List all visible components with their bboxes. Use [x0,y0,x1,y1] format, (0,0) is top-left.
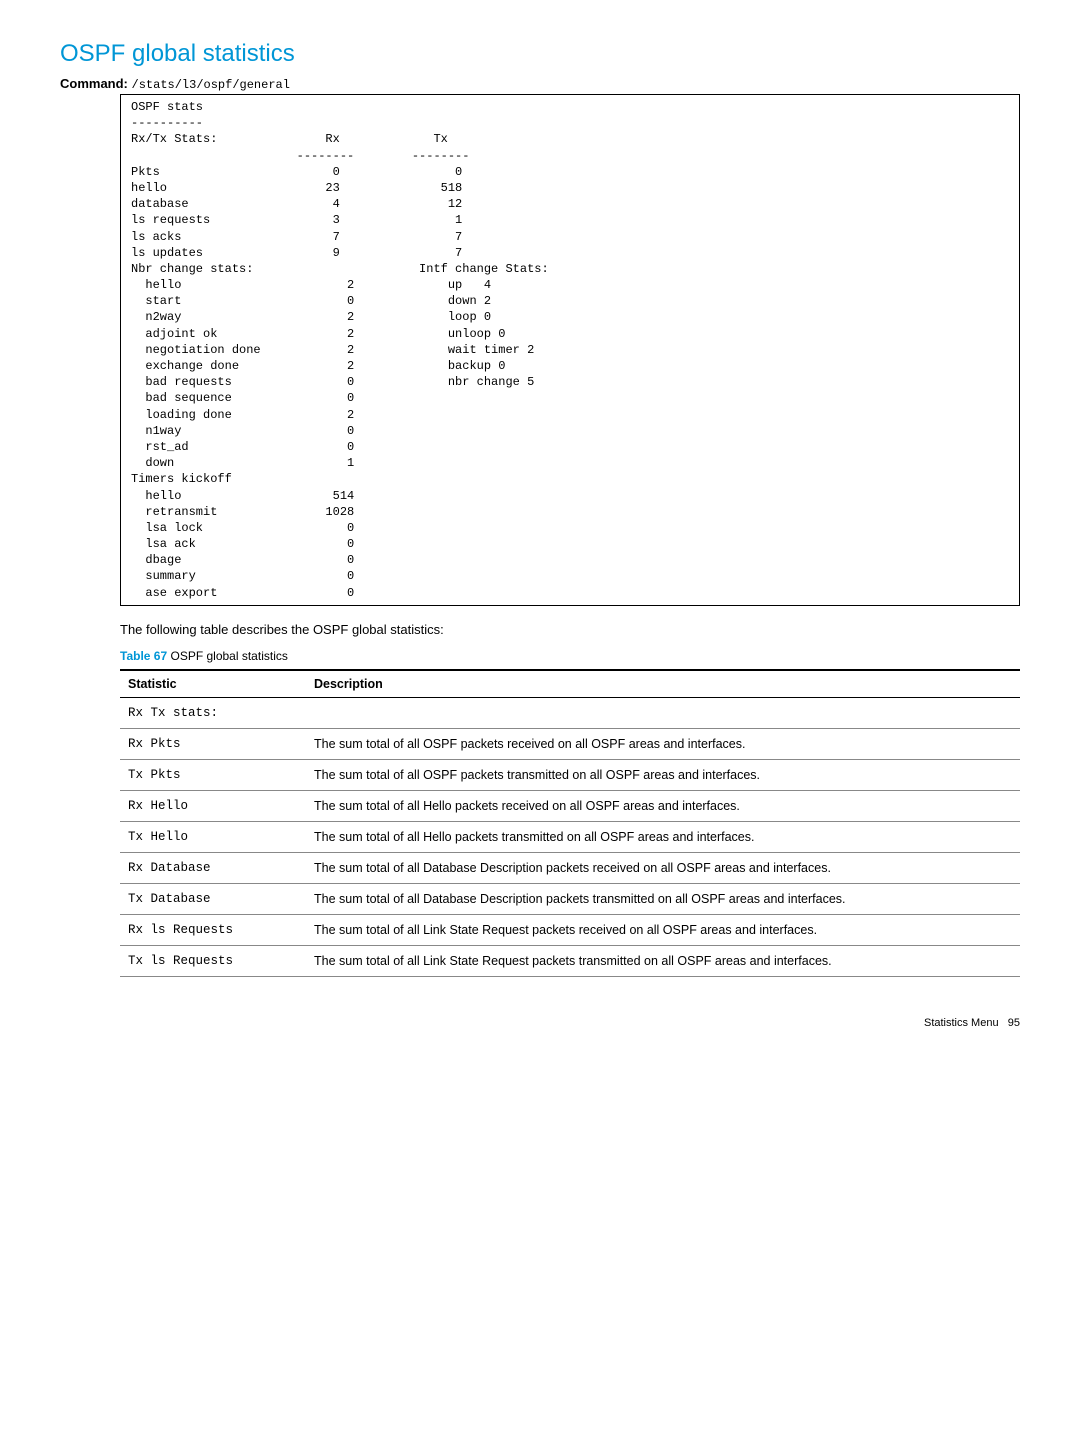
command-path: /stats/l3/ospf/general [132,78,290,92]
stat-cell: Rx Pkts [120,728,306,759]
table-row: Rx ls Requests The sum total of all Link… [120,914,1020,945]
stat-cell: Tx Database [120,883,306,914]
desc-cell [306,697,1020,728]
command-label: Command: [60,76,128,91]
footer-page-number: 95 [1008,1017,1020,1029]
desc-cell: The sum total of all Database Descriptio… [306,852,1020,883]
table-row: Rx Hello The sum total of all Hello pack… [120,790,1020,821]
desc-cell: The sum total of all OSPF packets transm… [306,759,1020,790]
table-row: Tx Database The sum total of all Databas… [120,883,1020,914]
table-header-statistic: Statistic [120,670,306,698]
table-row: Tx Hello The sum total of all Hello pack… [120,821,1020,852]
table-caption-label: Table 67 [120,649,167,663]
stat-cell: Rx Hello [120,790,306,821]
table-row: Tx Pkts The sum total of all OSPF packet… [120,759,1020,790]
table-row: Tx ls Requests The sum total of all Link… [120,945,1020,976]
page-heading: OSPF global statistics [60,40,1020,68]
desc-cell: The sum total of all Link State Request … [306,945,1020,976]
table-row: Rx Tx stats: [120,697,1020,728]
ospf-stats-table: Statistic Description Rx Tx stats: Rx Pk… [120,669,1020,977]
desc-cell: The sum total of all Hello packets trans… [306,821,1020,852]
stat-cell: Tx Hello [120,821,306,852]
desc-cell: The sum total of all Database Descriptio… [306,883,1020,914]
terminal-output: OSPF stats ---------- Rx/Tx Stats: Rx Tx… [131,99,1009,601]
stat-cell: Tx ls Requests [120,945,306,976]
table-row: Rx Database The sum total of all Databas… [120,852,1020,883]
table-row: Rx Pkts The sum total of all OSPF packet… [120,728,1020,759]
table-header-description: Description [306,670,1020,698]
desc-cell: The sum total of all OSPF packets receiv… [306,728,1020,759]
table-caption: Table 67 OSPF global statistics [120,649,1020,663]
desc-cell: The sum total of all Hello packets recei… [306,790,1020,821]
desc-cell: The sum total of all Link State Request … [306,914,1020,945]
intro-text: The following table describes the OSPF g… [120,622,1020,637]
stat-cell: Rx ls Requests [120,914,306,945]
table-caption-text: OSPF global statistics [170,649,287,663]
page-footer: Statistics Menu 95 [60,1017,1020,1029]
footer-text: Statistics Menu [924,1017,999,1029]
stat-cell: Rx Tx stats: [120,697,306,728]
stat-cell: Tx Pkts [120,759,306,790]
terminal-output-box: OSPF stats ---------- Rx/Tx Stats: Rx Tx… [120,94,1020,606]
command-line: Command: /stats/l3/ospf/general [60,76,1020,92]
stat-cell: Rx Database [120,852,306,883]
